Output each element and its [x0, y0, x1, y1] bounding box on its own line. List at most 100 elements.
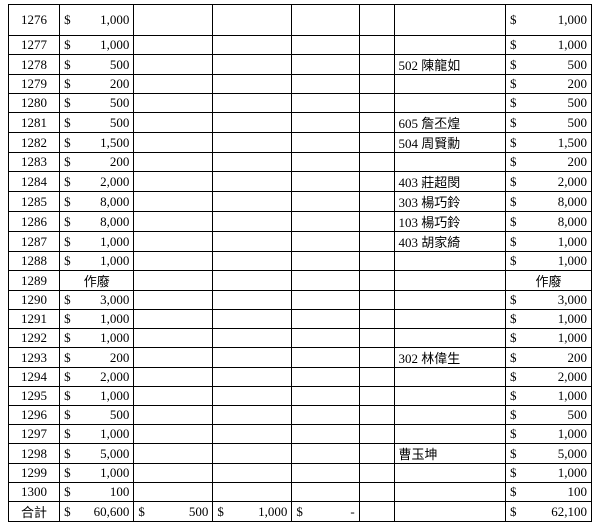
page: 1276$1,000$1,0001277$1,000$1,0001278$500… [0, 0, 600, 530]
currency-symbol: $ [64, 214, 71, 230]
empty-cell [134, 464, 213, 483]
empty-cell [213, 329, 292, 348]
amount-cell: $500 [60, 94, 134, 113]
currency-symbol: $ [510, 57, 517, 73]
amount-cell: $1,000 [506, 387, 592, 406]
empty-cell [134, 192, 213, 212]
currency-symbol: $ [64, 115, 71, 131]
currency-symbol: $ [64, 369, 71, 385]
empty-cell [134, 444, 213, 464]
currency-symbol: $ [64, 465, 71, 481]
empty-cell [292, 291, 359, 310]
row-id: 1287 [9, 232, 60, 252]
empty-cell [359, 310, 394, 329]
currency-symbol: $ [510, 174, 517, 190]
empty-cell [292, 36, 359, 55]
amount-cell: $500 [60, 406, 134, 425]
table-row: 1276$1,000$1,000 [9, 5, 592, 36]
void-label: 作廢 [506, 271, 592, 291]
empty-cell [134, 55, 213, 75]
amount-cell: $1,000 [506, 36, 592, 55]
amount-cell: $200 [60, 75, 134, 94]
amount-value: 1,000 [100, 12, 129, 28]
table-row: 1300$100$100 [9, 483, 592, 502]
currency-symbol: $ [510, 37, 517, 53]
amount-value: 1,000 [100, 330, 129, 346]
amount-value: 200 [568, 76, 588, 92]
currency-symbol: $ [64, 407, 71, 423]
name-cell [394, 406, 505, 425]
table-row: 1288$1,000$1,000 [9, 252, 592, 271]
empty-cell [292, 425, 359, 444]
empty-cell [213, 113, 292, 133]
empty-cell [134, 425, 213, 444]
amount-value: 1,000 [100, 465, 129, 481]
currency-symbol: $ [64, 350, 71, 366]
amount-cell: $1,000 [60, 232, 134, 252]
name-cell: 403 胡家綺 [394, 232, 505, 252]
empty-cell [213, 348, 292, 368]
currency-symbol: $ [64, 57, 71, 73]
amount-cell: $1,500 [506, 133, 592, 153]
table-row: 1286$8,000103 楊巧鈴$8,000 [9, 212, 592, 232]
currency-symbol: $ [64, 135, 71, 151]
amount-value: 2,000 [558, 369, 587, 385]
currency-symbol: $ [510, 504, 517, 520]
amount-cell: $2,000 [506, 172, 592, 192]
currency-symbol: $ [510, 76, 517, 92]
data-table: 1276$1,000$1,0001277$1,000$1,0001278$500… [8, 4, 592, 522]
empty-cell [292, 387, 359, 406]
empty-cell [213, 212, 292, 232]
empty-cell [359, 348, 394, 368]
empty-cell [213, 75, 292, 94]
table-row: 1296$500$500 [9, 406, 592, 425]
amount-cell: $1,000 [506, 232, 592, 252]
row-id: 1277 [9, 36, 60, 55]
name-cell: 曹玉坤 [394, 444, 505, 464]
currency-symbol: $ [510, 446, 517, 462]
row-id: 1279 [9, 75, 60, 94]
empty-cell [292, 368, 359, 387]
currency-symbol: $ [510, 194, 517, 210]
table-row: 1293$200302 林偉生$200 [9, 348, 592, 368]
currency-symbol: $ [510, 465, 517, 481]
amount-value: 500 [110, 57, 130, 73]
name-cell [394, 464, 505, 483]
table-row: 1280$500$500 [9, 94, 592, 113]
empty-cell [292, 113, 359, 133]
amount-cell: $1,000 [60, 425, 134, 444]
empty-cell [292, 212, 359, 232]
currency-symbol: $ [510, 12, 517, 28]
currency-symbol: $ [510, 484, 517, 500]
row-id: 1288 [9, 252, 60, 271]
empty-cell [134, 133, 213, 153]
row-id: 1291 [9, 310, 60, 329]
currency-symbol: $ [510, 135, 517, 151]
amount-value: 3,000 [100, 292, 129, 308]
empty-cell [359, 192, 394, 212]
row-id: 1294 [9, 368, 60, 387]
amount-value: 500 [110, 407, 130, 423]
currency-symbol: $ [138, 504, 145, 520]
empty-cell [292, 252, 359, 271]
amount-value: 1,000 [558, 426, 587, 442]
empty-cell [213, 94, 292, 113]
amount-cell: $62,100 [506, 502, 592, 522]
name-cell [394, 291, 505, 310]
empty-cell [134, 36, 213, 55]
empty-cell [292, 75, 359, 94]
empty-cell [359, 271, 394, 291]
amount-cell: $5,000 [60, 444, 134, 464]
empty-cell [359, 406, 394, 425]
amount-value: 200 [110, 76, 130, 92]
table-row: 1294$2,000$2,000 [9, 368, 592, 387]
amount-cell: $100 [60, 483, 134, 502]
table-row: 1295$1,000$1,000 [9, 387, 592, 406]
empty-cell [213, 291, 292, 310]
row-id: 1284 [9, 172, 60, 192]
amount-cell: $1,000 [60, 329, 134, 348]
empty-cell [359, 502, 394, 522]
amount-value: 2,000 [100, 369, 129, 385]
empty-cell [134, 153, 213, 172]
currency-symbol: $ [510, 388, 517, 404]
